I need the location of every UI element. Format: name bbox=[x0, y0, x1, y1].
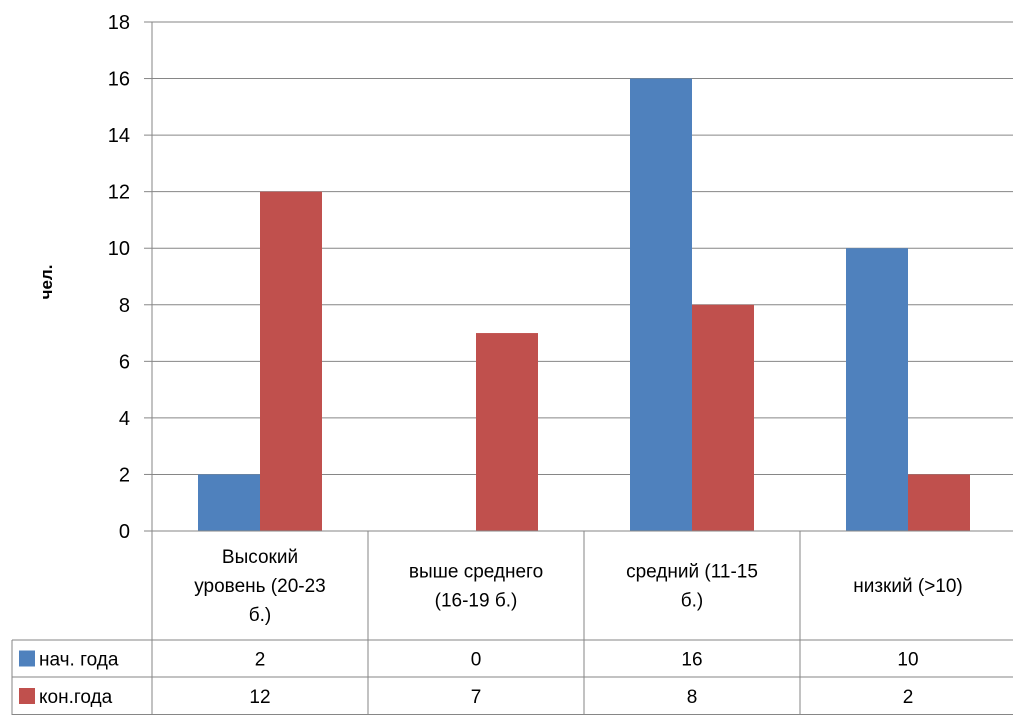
data-label: 2 bbox=[903, 687, 914, 708]
category-label: средний (11-15 б.) bbox=[626, 562, 758, 612]
y-tick-label: 12 bbox=[108, 182, 130, 204]
data-label: 7 bbox=[471, 687, 482, 708]
bar bbox=[908, 474, 970, 531]
y-tick-label: 14 bbox=[108, 125, 130, 147]
bar bbox=[692, 304, 754, 531]
y-tick-label: 16 bbox=[108, 69, 130, 91]
y-tick-label: 0 bbox=[119, 521, 130, 543]
legend-label: нач. года bbox=[39, 650, 119, 671]
bars bbox=[198, 78, 970, 532]
y-tick-label: 18 bbox=[108, 12, 130, 34]
bar bbox=[260, 191, 322, 531]
data-label: 12 bbox=[249, 687, 270, 708]
y-tick-label: 8 bbox=[119, 295, 130, 317]
data-label: 2 bbox=[255, 650, 266, 671]
y-tick-label: 4 bbox=[119, 408, 130, 430]
y-axis: 0 2 4 6 8 10 12 14 16 18 bbox=[108, 12, 152, 543]
data-label: 10 bbox=[897, 650, 918, 671]
y-tick-label: 2 bbox=[119, 464, 130, 486]
bar bbox=[630, 78, 692, 532]
category-label: низкий (>10) bbox=[853, 576, 963, 597]
category-label: выше среднего (16-19 б.) bbox=[409, 562, 543, 612]
bar bbox=[846, 248, 908, 531]
legend-key bbox=[19, 650, 35, 667]
bar bbox=[476, 333, 538, 531]
legend-label: кон.года bbox=[39, 687, 113, 708]
legend-key bbox=[19, 688, 35, 704]
data-label: 0 bbox=[471, 650, 482, 671]
y-tick-label: 10 bbox=[108, 238, 130, 260]
y-tick-label: 6 bbox=[119, 351, 130, 373]
data-label: 16 bbox=[681, 650, 702, 671]
y-axis-label: чел. bbox=[37, 265, 56, 300]
data-label: 8 bbox=[687, 687, 698, 708]
category-label: Высокий уровень (20-23 б.) bbox=[194, 547, 325, 626]
bar bbox=[198, 474, 260, 531]
data-table: Высокий уровень (20-23 б.) выше среднего (16… bbox=[11, 530, 1013, 715]
